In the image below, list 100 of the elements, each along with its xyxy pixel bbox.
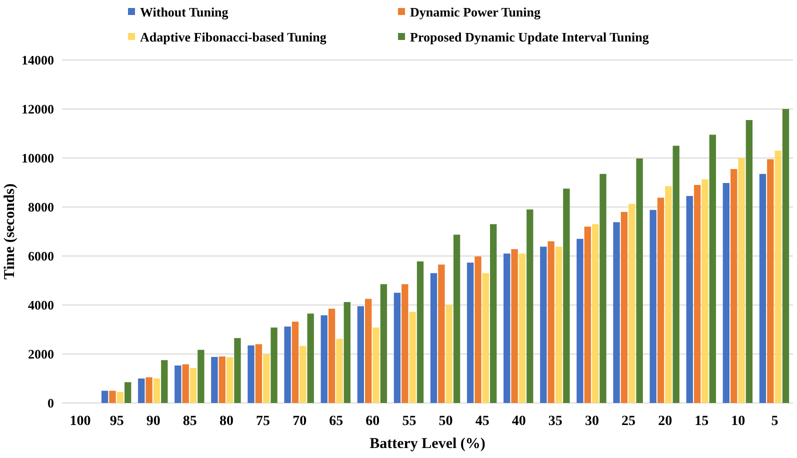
y-tick-label: 4000 xyxy=(28,298,54,313)
y-tick-label: 2000 xyxy=(28,346,54,362)
bar xyxy=(226,357,234,403)
bar xyxy=(438,264,445,403)
x-tick-label: 50 xyxy=(438,414,453,429)
bar xyxy=(657,198,664,403)
x-tick-label: 15 xyxy=(694,414,709,429)
bar xyxy=(409,312,416,403)
x-tick-label: 85 xyxy=(182,414,197,429)
bar xyxy=(504,254,510,403)
bar xyxy=(767,159,774,403)
bar xyxy=(357,306,364,403)
x-tick-label: 25 xyxy=(622,414,636,429)
x-tick-label: 75 xyxy=(256,414,270,429)
bar xyxy=(263,354,270,403)
x-tick-label: 40 xyxy=(512,414,526,429)
y-tick-label: 0 xyxy=(48,396,54,411)
y-tick-label: 6000 xyxy=(28,248,54,264)
bar xyxy=(730,169,738,403)
bar xyxy=(576,238,584,403)
x-tick-label: 95 xyxy=(110,414,124,429)
bar xyxy=(138,378,145,403)
x-tick-label: 80 xyxy=(219,414,234,429)
bar xyxy=(482,273,489,403)
legend-label: Dynamic Power Tuning xyxy=(410,4,542,20)
x-tick-label: 100 xyxy=(70,414,91,429)
bar xyxy=(540,246,547,403)
bar xyxy=(782,109,790,403)
legend-label: Without Tuning xyxy=(140,4,229,20)
bar xyxy=(563,188,570,403)
bar xyxy=(284,326,291,403)
x-axis-title: Battery Level (%) xyxy=(370,436,486,452)
bar xyxy=(526,209,534,403)
bar xyxy=(234,338,241,403)
bar xyxy=(344,302,350,403)
bar xyxy=(146,377,152,403)
x-tick-label: 20 xyxy=(658,414,672,429)
bar xyxy=(255,344,262,403)
bar xyxy=(665,186,672,403)
bar xyxy=(774,150,782,403)
bar xyxy=(592,224,599,403)
bar xyxy=(380,284,388,403)
bar xyxy=(672,146,680,403)
x-tick-label: 35 xyxy=(548,414,562,429)
bar xyxy=(320,315,328,403)
legend-label: Proposed Dynamic Update Interval Tuning xyxy=(410,30,650,45)
bar xyxy=(248,345,254,403)
bar xyxy=(124,382,132,403)
bar xyxy=(101,390,108,403)
bar xyxy=(518,254,526,403)
x-tick-label: 55 xyxy=(402,414,416,429)
bar xyxy=(307,314,314,403)
bar xyxy=(116,392,124,403)
bar xyxy=(174,366,182,403)
bar xyxy=(292,322,299,403)
bar xyxy=(584,226,591,403)
y-axis-title: Time (seconds) xyxy=(2,184,18,280)
bar xyxy=(109,390,116,403)
bar xyxy=(628,204,636,403)
bar xyxy=(702,179,708,403)
bar xyxy=(709,134,716,403)
y-tick-label: 8000 xyxy=(28,200,54,215)
bar xyxy=(759,174,766,403)
bar xyxy=(466,262,474,403)
bar xyxy=(453,234,460,403)
bar xyxy=(218,356,226,403)
bar xyxy=(365,298,372,403)
bar xyxy=(738,158,745,403)
bar xyxy=(636,158,643,403)
x-tick-label: 30 xyxy=(584,414,599,429)
bar xyxy=(446,305,452,403)
bar xyxy=(694,184,701,403)
bar xyxy=(394,292,401,403)
bar xyxy=(211,356,218,403)
x-tick-label: 90 xyxy=(146,414,160,429)
x-tick-label: 65 xyxy=(329,414,344,429)
bar xyxy=(336,338,343,403)
bar xyxy=(600,174,606,403)
x-tick-label: 45 xyxy=(475,414,490,429)
y-tick-label: 14000 xyxy=(22,52,54,68)
y-tick-label: 12000 xyxy=(22,102,54,117)
legend-label: Adaptive Fibonacci-based Tuning xyxy=(140,30,327,45)
x-tick-label: 60 xyxy=(366,414,380,429)
bar xyxy=(746,120,753,403)
bar xyxy=(430,273,438,403)
bar xyxy=(198,350,204,403)
x-tick-label: 70 xyxy=(292,414,307,429)
bar xyxy=(490,224,497,403)
bar xyxy=(474,256,482,403)
bar xyxy=(548,241,554,403)
bar xyxy=(190,368,197,403)
bar xyxy=(722,182,730,403)
bar xyxy=(416,261,424,403)
bar xyxy=(153,378,160,403)
y-tick-label: 10000 xyxy=(22,150,54,166)
bar xyxy=(650,210,656,403)
x-tick-label: 10 xyxy=(731,414,746,429)
bar xyxy=(686,196,693,403)
bar xyxy=(161,360,168,403)
bar xyxy=(300,346,306,403)
